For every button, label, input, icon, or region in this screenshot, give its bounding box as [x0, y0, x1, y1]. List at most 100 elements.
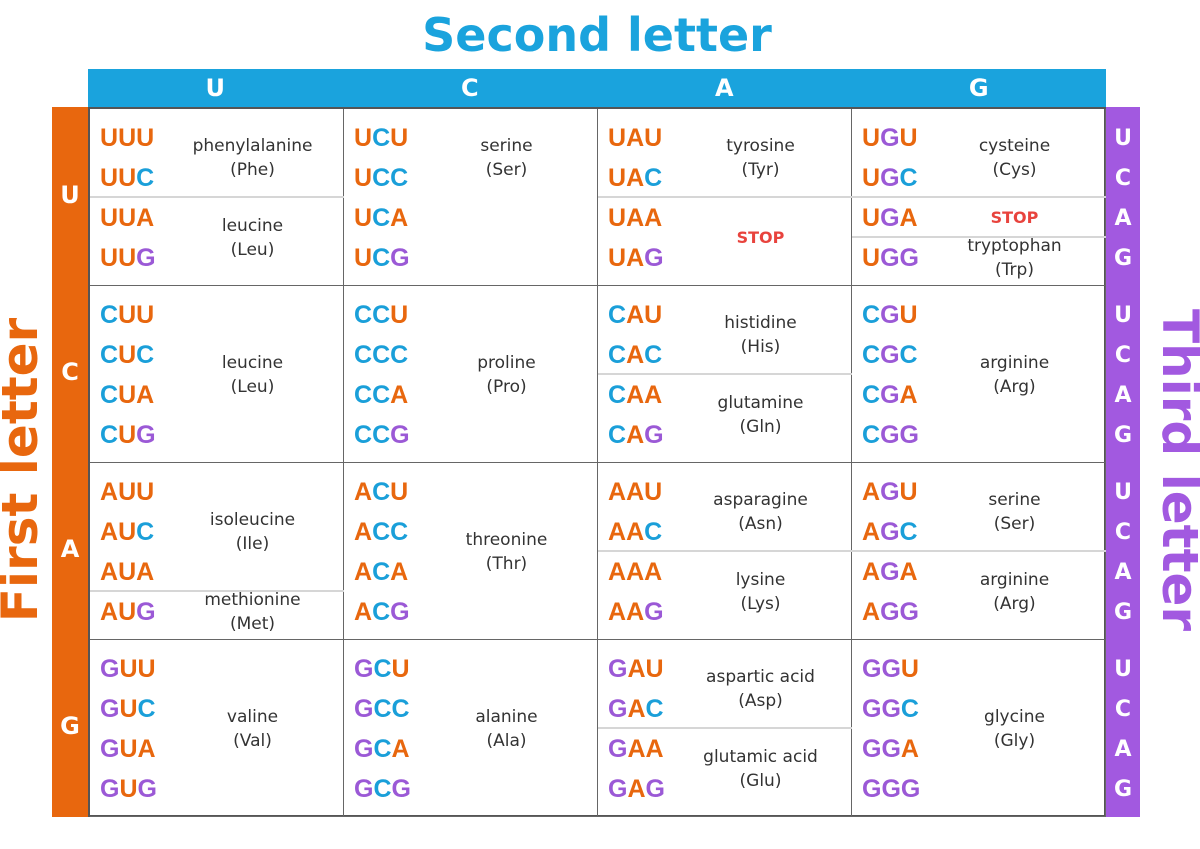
codon-gua: GUA [100, 735, 156, 763]
codon-cell-aa: AAU AAC AAA AAG asparagine (Asn) lysine (Lys) [598, 463, 852, 640]
group-divider [852, 196, 1106, 198]
codon-guc: GUC [100, 695, 156, 723]
third-letter-g: G [1113, 423, 1133, 448]
codon-auc: AUC [100, 518, 155, 546]
codon-aaa: AAA [608, 558, 663, 586]
codon-guu: GUU [100, 655, 156, 683]
group-divider [598, 727, 852, 729]
third-letter-c: C [1114, 343, 1132, 368]
codon-aga: AGA [862, 558, 918, 586]
group-divider [852, 236, 1106, 238]
third-letter-a: A [1114, 206, 1132, 231]
amino-acid-label: threonine (Thr) [465, 530, 548, 574]
codon-cell-uc: UCU UCC UCA UCG serine (Ser) [344, 109, 598, 286]
amino-acid-label: lysine (Lys) [735, 570, 786, 614]
amino-acid-label: leucine (Leu) [221, 216, 284, 260]
first-letter-header-bar: U C A G [52, 107, 88, 817]
amino-acid-label: cysteine (Cys) [978, 136, 1051, 180]
codon-ucc: UCC [354, 164, 409, 192]
codon-aua: AUA [100, 558, 155, 586]
amino-acid-label: arginine (Arg) [979, 570, 1050, 614]
codon-acc: ACC [354, 518, 409, 546]
codon-cell-ac: ACU ACC ACA ACG threonine (Thr) [344, 463, 598, 640]
codon-cuc: CUC [100, 341, 155, 369]
codon-gau: GAU [608, 655, 664, 683]
first-letter-c: C [61, 358, 79, 386]
codon-cell-ug: UGU UGC UGA UGG cysteine (Cys) STOP tryptophan(… [852, 109, 1106, 286]
third-letter-u: U [1114, 657, 1132, 682]
group-divider [598, 550, 852, 552]
amino-acid-label: phenylalanine (Phe) [192, 136, 313, 180]
first-letter-a: A [60, 535, 80, 563]
amino-acid-label: leucine (Leu) [221, 353, 284, 397]
codon-cell-cc: CCU CCC CCA CCG proline (Pro) [344, 286, 598, 463]
codon-ugu: UGU [862, 124, 918, 152]
second-letter-header-bar: U C A G [88, 69, 1106, 107]
group-divider [598, 373, 852, 375]
codon-ggc: GGC [862, 695, 919, 723]
codon-cua: CUA [100, 381, 155, 409]
codon-cgg: CGG [862, 421, 919, 449]
codon-auu: AUU [100, 478, 155, 506]
amino-acid-label: alanine (Ala) [475, 707, 538, 751]
codon-acu: ACU [354, 478, 409, 506]
codon-cuu: CUU [100, 301, 155, 329]
codon-gcg: GCG [354, 775, 411, 803]
codon-aac: AAC [608, 518, 663, 546]
codon-gcc: GCC [354, 695, 410, 723]
codon-ugc: UGC [862, 164, 918, 192]
third-letter-u: U [1114, 303, 1132, 328]
codon-cell-gg: GGU GGC GGA GGG glycine (Gly) [852, 640, 1106, 817]
codon-aug: AUG [100, 598, 156, 626]
amino-acid-label: methionine (Met) [204, 590, 301, 634]
codon-cell-gu: GUU GUC GUA GUG valine (Val) [90, 640, 344, 817]
group-divider [598, 196, 852, 198]
amino-acid-label: arginine (Arg) [979, 353, 1050, 397]
third-letter-g: G [1113, 600, 1133, 625]
codon-cug: CUG [100, 421, 156, 449]
codon-uag: UAG [608, 244, 664, 272]
amino-acid-label: tryptophan (Trp) [967, 236, 1062, 280]
third-letter-a: A [1114, 560, 1132, 585]
codon-caa: CAA [608, 381, 663, 409]
codon-gag: GAG [608, 775, 665, 803]
second-letter-g: G [968, 74, 989, 102]
codon-uug: UUG [100, 244, 156, 272]
codon-cell-ua: UAU UAC UAA UAG tyrosine (Tyr) STOP [598, 109, 852, 286]
codon-uaa: UAA [608, 204, 663, 232]
first-letter-u: U [60, 181, 80, 209]
amino-acid-label: STOP [673, 226, 848, 250]
group-divider [90, 196, 344, 198]
third-letter-a: A [1114, 737, 1132, 762]
codon-cell-cg: CGU CGC CGA CGG arginine (Arg) [852, 286, 1106, 463]
codon-aag: AAG [608, 598, 664, 626]
codon-cell-uu: UUU UUC UUA UUG phenylalanine (Phe) leucine (Le… [90, 109, 344, 286]
codon-uga: UGA [862, 204, 918, 232]
codon-gga: GGA [862, 735, 919, 763]
amino-acid-label: histidine (His) [724, 313, 797, 357]
amino-acid-label: tyrosine (Tyr) [726, 136, 795, 180]
codon-ugg: UGG [862, 244, 919, 272]
codon-uuc: UUC [100, 164, 155, 192]
codon-gcu: GCU [354, 655, 410, 683]
codon-cell-ca: CAU CAC CAA CAG histidine (His) glutamine (Gln) [598, 286, 852, 463]
codon-agc: AGC [862, 518, 918, 546]
codon-gca: GCA [354, 735, 410, 763]
codon-grid: UUU UUC UUA UUG phenylalanine (Phe) leucine (Le… [88, 107, 1106, 817]
amino-acid-label: asparagine (Asn) [713, 490, 808, 534]
third-letter-u: U [1114, 126, 1132, 151]
codon-aau: AAU [608, 478, 663, 506]
codon-cau: CAU [608, 301, 663, 329]
codon-gac: GAC [608, 695, 664, 723]
codon-uua: UUA [100, 204, 155, 232]
third-letter-a: A [1114, 383, 1132, 408]
codon-cac: CAC [608, 341, 663, 369]
first-letter-title: First letter [0, 317, 49, 623]
third-letter-c: C [1114, 166, 1132, 191]
second-letter-title: Second letter [422, 8, 772, 62]
first-letter-g: G [60, 712, 80, 740]
codon-uuu: UUU [100, 124, 155, 152]
third-letter-g: G [1113, 777, 1133, 802]
amino-acid-label: serine (Ser) [988, 490, 1041, 534]
